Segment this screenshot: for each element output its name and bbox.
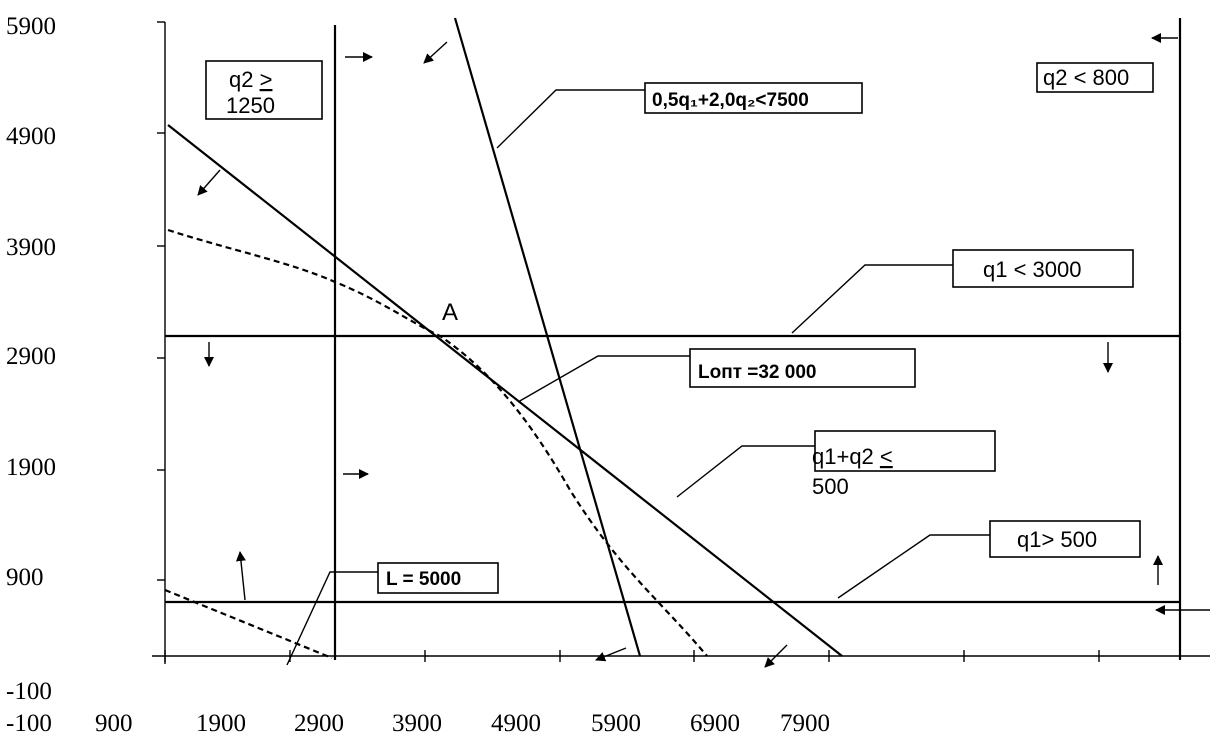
label-q1-max: q1 < 3000 (983, 257, 1081, 282)
label-l-5000: L = 5000 (386, 569, 461, 590)
label-box-q2-min (205, 60, 323, 120)
x-tick-label: 3900 (392, 710, 442, 736)
label-sum-value: 500 (812, 474, 849, 499)
x-tick-label: 7900 (780, 710, 830, 736)
x-tick-label: 1900 (196, 710, 246, 736)
label-box-constraint-steep (644, 82, 863, 114)
y-tick-label: 900 (6, 564, 44, 591)
x-tick-label: -100 (6, 710, 52, 736)
point-a-label: A (442, 299, 458, 326)
label-q2-min: q2 > (229, 67, 272, 92)
label-l-optimal: Lопт =32 000 (698, 362, 816, 383)
x-tick-label: 4900 (491, 710, 541, 736)
x-tick-label: 900 (95, 710, 133, 736)
x-tick-label: 2900 (294, 710, 344, 736)
objective-line-low (164, 588, 333, 660)
y-axis-ticks (157, 21, 165, 581)
label-box-l-optimal (689, 348, 916, 388)
x-axis-ticks (164, 650, 1100, 662)
label-sum: q1+q2 < (812, 444, 893, 469)
label-box-q1-max (952, 249, 1134, 288)
objective-curve-optimal (167, 228, 708, 657)
constraint-line-sum (167, 124, 843, 657)
y-tick-label: -100 (6, 678, 52, 705)
label-box-q2-max (1036, 62, 1154, 93)
label-box-q1-min (989, 520, 1141, 558)
label-q2-min-value: 1250 (226, 93, 275, 118)
y-tick-label: 5900 (6, 13, 56, 40)
y-tick-label: 2900 (6, 343, 56, 370)
direction-arrows (197, 33, 1210, 668)
y-tick-label: 1900 (6, 454, 56, 481)
constraint-line-steep (453, 17, 642, 657)
leader-lines (286, 89, 990, 666)
label-box-sum (814, 430, 996, 472)
y-tick-label: 3900 (6, 234, 56, 261)
label-constraint-steep: 0,5q₁+2,0q₂<7500 (652, 90, 809, 111)
label-box-l-5000 (377, 562, 499, 594)
x-tick-label: 6900 (690, 710, 740, 736)
label-q2-max: q2 < 800 (1043, 65, 1129, 90)
x-tick-label: 5900 (591, 710, 641, 736)
label-q1-min: q1> 500 (1017, 527, 1097, 552)
y-tick-label: 4900 (6, 123, 56, 150)
